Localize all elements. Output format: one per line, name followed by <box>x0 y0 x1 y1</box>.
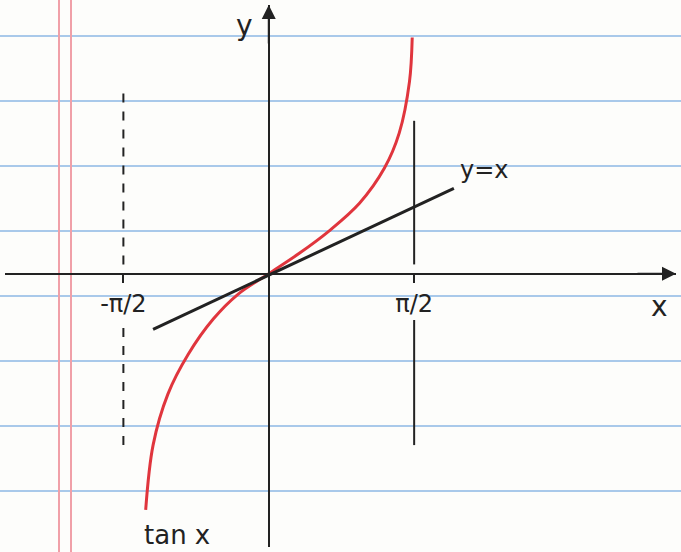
svg-text:-π/2: -π/2 <box>100 290 146 318</box>
svg-text:x: x <box>651 290 668 323</box>
svg-text:y=x: y=x <box>460 156 509 184</box>
svg-text:tan x: tan x <box>144 520 210 550</box>
svg-text:y: y <box>236 9 253 42</box>
svg-text:π/2: π/2 <box>395 290 433 318</box>
